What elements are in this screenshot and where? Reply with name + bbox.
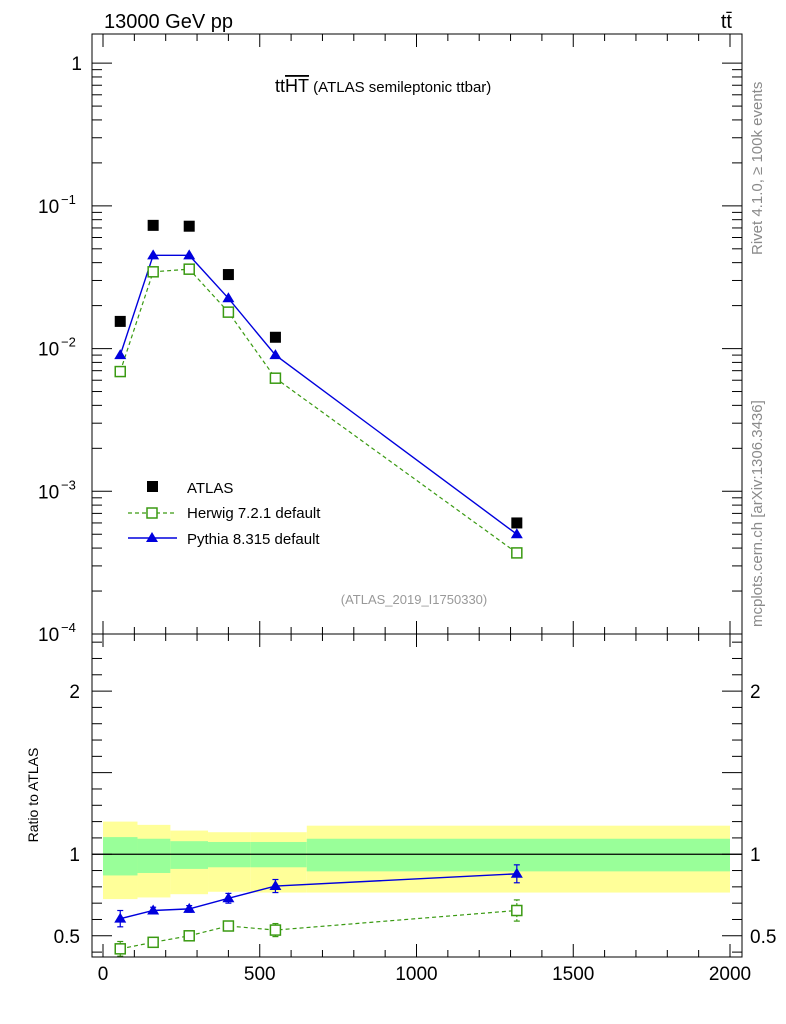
x-tick-label-1500: 1500	[552, 964, 594, 985]
legend-marker-atlas	[147, 481, 158, 492]
herwig-point-0	[114, 365, 126, 378]
analysis-id-label: (ATLAS_2019_I1750330)	[341, 592, 487, 607]
y-main-tick-exponent-2: −2	[61, 335, 76, 350]
herwig-ratio-point-5	[511, 904, 523, 917]
atlas-point-2	[183, 220, 195, 232]
pythia-ratio-point-1	[147, 904, 160, 915]
energy-label: 13000 GeV pp	[104, 11, 233, 33]
atlas-point-5	[511, 517, 523, 529]
x-tick-label-500: 500	[244, 964, 276, 985]
y-main-tick-exponent-4: −4	[61, 620, 76, 635]
ratio-y-axis-label: Ratio to ATLAS	[25, 748, 41, 843]
rivet-version-label: Rivet 4.1.0, ≥ 100k events	[749, 82, 766, 255]
herwig-ratio-point-2	[183, 930, 195, 942]
y-main-tick-label-1: 10	[38, 197, 59, 218]
title-overline: HT	[285, 76, 309, 96]
herwig-ratio-point-0	[114, 943, 126, 955]
x-tick-label-0: 0	[98, 964, 109, 985]
x-tick-label-1000: 1000	[395, 964, 437, 985]
process-label: tt̄	[721, 11, 733, 33]
legend: ATLAS Herwig 7.2.1 default Pythia 8.315 …	[128, 480, 321, 548]
pythia-ratio-point-0	[114, 912, 127, 923]
green-band-1	[137, 838, 171, 873]
herwig-point-3	[222, 306, 235, 318]
y-ratio-tick-label-left-0: 0.5	[54, 927, 80, 948]
series-layer	[114, 219, 523, 957]
pythia-point-2	[183, 249, 196, 260]
green-band-0	[103, 837, 138, 876]
plot-title: ttHT (ATLAS semileptonic ttbar)	[275, 76, 491, 96]
herwig-point-2	[183, 263, 195, 275]
pythia-point-4	[269, 349, 282, 360]
herwig-point-1	[147, 266, 159, 278]
pythia-ratio-point-4	[269, 880, 282, 891]
pythia-point-0	[114, 349, 127, 360]
uncertainty-bands	[103, 821, 730, 900]
legend-marker-pythia	[146, 532, 158, 542]
y-ratio-tick-label-left-2: 2	[69, 682, 80, 703]
pythia-ratio-point-3	[222, 892, 235, 903]
pythia-point-5	[510, 528, 523, 539]
legend-label-atlas: ATLAS	[187, 480, 233, 497]
green-band-2	[170, 841, 209, 869]
legend-label-herwig: Herwig 7.2.1 default	[187, 505, 321, 522]
legend-label-pythia: Pythia 8.315 default	[187, 531, 320, 548]
legend-marker-herwig	[146, 507, 158, 519]
pythia-main-line	[119, 254, 518, 535]
herwig-point-4	[269, 372, 282, 384]
y-ratio-tick-label-right-1: 1	[750, 845, 761, 866]
herwig-point-5	[511, 547, 523, 559]
green-band-5	[306, 838, 730, 872]
pythia-ratio-point-5	[510, 867, 523, 878]
atlas-point-3	[222, 269, 234, 281]
y-main-tick-label-0: 1	[71, 54, 82, 75]
pythia-point-1	[147, 249, 160, 260]
atlas-point-4	[269, 331, 281, 343]
legend-entry-herwig: Herwig 7.2.1 default	[128, 505, 321, 522]
herwig-main-line	[119, 268, 518, 554]
legend-entry-atlas: ATLAS	[147, 480, 233, 497]
title-prefix: tt	[275, 76, 285, 96]
y-ratio-tick-label-left-1: 1	[69, 845, 80, 866]
y-main-tick-exponent-1: −1	[61, 192, 76, 207]
y-ratio-tick-label-right-2: 2	[750, 682, 761, 703]
pythia-ratio-line	[120, 873, 517, 920]
pythia-point-3	[222, 292, 235, 303]
herwig-ratio-point-3	[222, 920, 235, 932]
y-main-tick-label-3: 10	[38, 482, 59, 503]
y-main-tick-label-4: 10	[38, 625, 59, 646]
legend-entry-pythia: Pythia 8.315 default	[128, 531, 320, 548]
mcplots-label: mcplots.cern.ch [arXiv:1306.3436]	[749, 400, 766, 627]
y-main-tick-label-2: 10	[38, 340, 59, 361]
atlas-point-1	[147, 219, 159, 231]
x-tick-label-2000: 2000	[709, 964, 751, 985]
herwig-ratio-point-1	[147, 936, 159, 949]
title-suffix: (ATLAS semileptonic ttbar)	[309, 79, 491, 96]
y-main-tick-exponent-3: −3	[61, 477, 76, 492]
pythia-ratio-point-2	[183, 902, 196, 913]
y-ratio-tick-label-right-0: 0.5	[750, 927, 776, 948]
herwig-ratio-point-4	[269, 924, 282, 936]
atlas-point-0	[114, 315, 126, 327]
herwig-ratio-line	[120, 909, 517, 950]
